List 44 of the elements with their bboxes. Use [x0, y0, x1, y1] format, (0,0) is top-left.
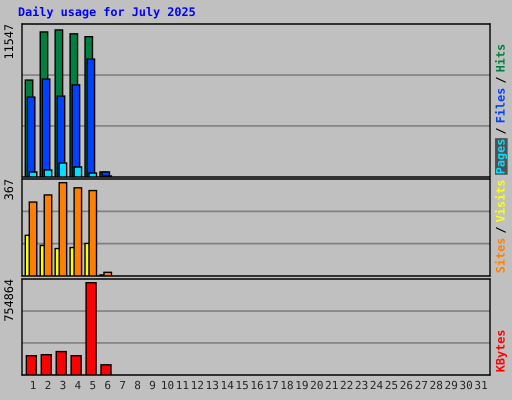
x-tick-label: 23 — [356, 380, 368, 390]
x-tick-label: 8 — [134, 380, 140, 390]
x-tick-label: 15 — [236, 380, 248, 390]
x-tick-label: 5 — [90, 380, 96, 390]
x-tick-label: 9 — [150, 380, 156, 390]
chart-title: Daily usage for July 2025 — [18, 6, 195, 18]
x-tick-label: 27 — [415, 380, 428, 390]
x-tick-label: 19 — [296, 380, 308, 390]
text: / — [496, 128, 506, 134]
text: 367 — [4, 180, 14, 200]
x-tick-label: 25 — [386, 380, 398, 390]
x-tick-label: 10 — [162, 380, 174, 390]
x-tick-label: 29 — [445, 380, 458, 390]
x-tick-label: 6 — [105, 380, 110, 390]
text: Files — [494, 88, 505, 122]
x-tick-label: 3 — [60, 380, 66, 390]
x-tick-label: 31 — [475, 380, 487, 390]
x-tick-label: 30 — [460, 380, 472, 390]
text: 754864 — [4, 280, 14, 321]
text: / — [496, 77, 506, 83]
x-tick-label: 12 — [192, 380, 204, 390]
x-tick-label: 14 — [222, 380, 234, 390]
text: KBytes — [496, 330, 508, 372]
x-tick-label: 20 — [310, 380, 323, 390]
x-tick-label: 24 — [370, 380, 383, 390]
x-tick-label: 21 — [326, 380, 338, 390]
x-tick-label: 13 — [206, 380, 218, 390]
text: 11547 — [4, 24, 14, 58]
text: Pages — [496, 140, 508, 174]
x-tick-label: 7 — [120, 380, 126, 390]
x-tick-label: 28 — [430, 380, 442, 390]
x-tick-label: 1 — [31, 380, 36, 390]
x-tick-label: 22 — [340, 380, 352, 390]
x-tick-label: 4 — [75, 380, 81, 390]
text: Sites — [494, 238, 505, 272]
text: Visits — [494, 180, 505, 222]
x-tick-label: 2 — [45, 380, 50, 390]
text: Hits — [494, 44, 505, 72]
text: / — [496, 227, 506, 233]
x-tick-label: 16 — [252, 380, 264, 390]
x-tick-label: 11 — [177, 380, 188, 390]
x-tick-label: 26 — [400, 380, 412, 390]
x-tick-label: 18 — [282, 380, 293, 390]
x-tick-label: 17 — [266, 380, 278, 390]
